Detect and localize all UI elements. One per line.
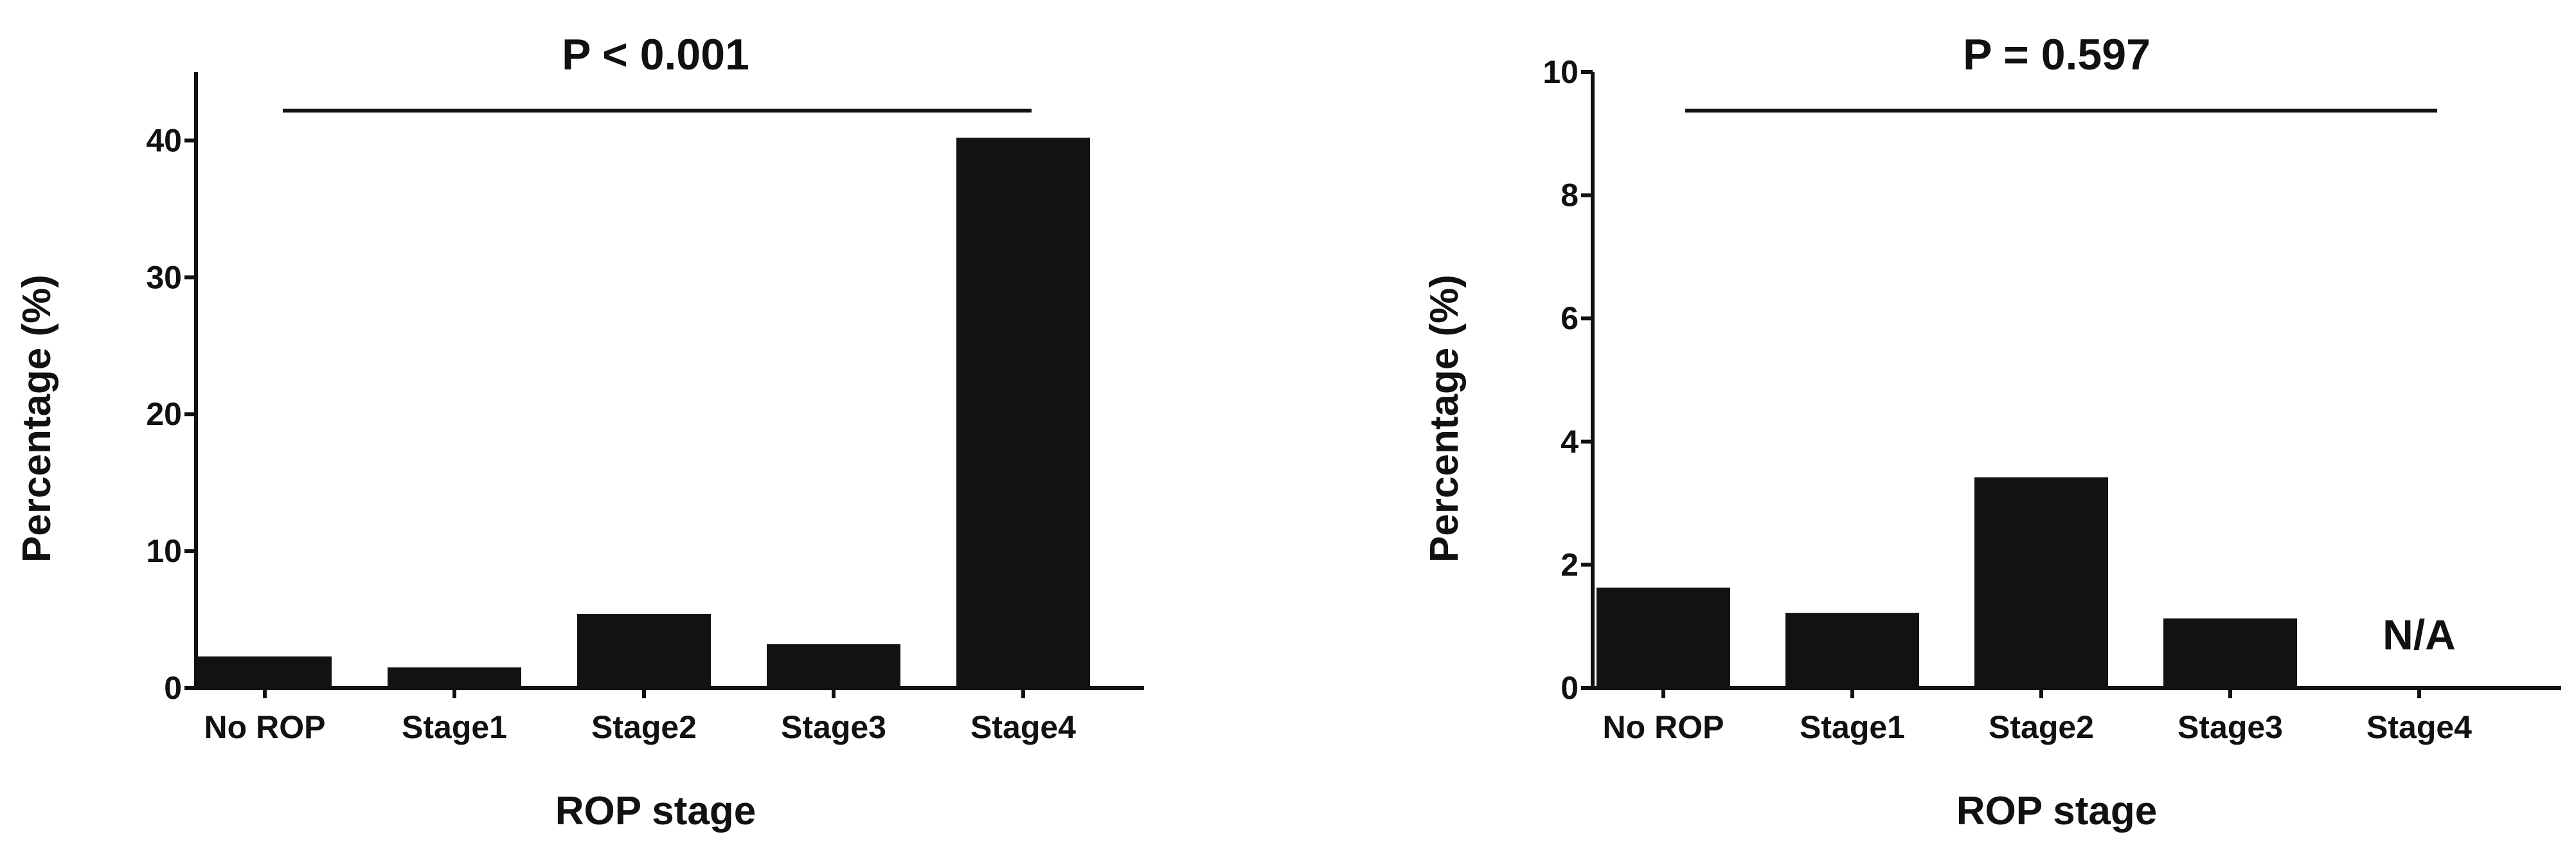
x-tick-label: Stage1 [1800, 709, 1905, 745]
y-tick-label: 30 [146, 259, 182, 295]
na-label: N/A [2383, 611, 2456, 658]
y-tick-label: 10 [1543, 54, 1579, 90]
chart-left-panel: 0 10 20 30 40 No ROP Stage1 Stage2 Stage3 Stage4 P… [15, 30, 1144, 833]
y-tick-label: 0 [164, 670, 182, 706]
y-axis-title: Percentage (%) [1422, 275, 1467, 563]
p-value-annotation: P = 0.597 [1963, 30, 2151, 79]
x-tick-label: No ROP [204, 709, 326, 745]
bar [2163, 618, 2297, 688]
x-tick-label: Stage2 [1989, 709, 2094, 745]
y-tick-label: 40 [146, 122, 182, 158]
y-tick-label: 6 [1561, 300, 1579, 336]
y-tick-label: 20 [146, 396, 182, 432]
x-tick-label: Stage4 [2366, 709, 2472, 745]
x-axis-title: ROP stage [555, 789, 756, 833]
x-tick-label: Stage1 [402, 709, 507, 745]
bar [956, 138, 1090, 689]
bar [1597, 587, 1730, 688]
bar [1974, 477, 2108, 688]
x-axis-title: ROP stage [1956, 789, 2157, 833]
bar [577, 614, 711, 688]
bar [1785, 613, 1919, 688]
y-tick-label: 2 [1561, 547, 1579, 583]
y-tick-label: 0 [1561, 670, 1579, 706]
bar [198, 656, 332, 688]
y-tick-label: 4 [1561, 424, 1579, 460]
x-tick-label: Stage2 [591, 709, 697, 745]
bar [388, 667, 521, 688]
x-tick-label: No ROP [1603, 709, 1724, 745]
y-axis-title: Percentage (%) [15, 275, 59, 563]
y-tick-label: 10 [146, 533, 182, 569]
x-tick-label: Stage4 [970, 709, 1076, 745]
y-tick-label: 8 [1561, 177, 1579, 213]
bar [767, 644, 900, 688]
x-tick-label: Stage3 [781, 709, 886, 745]
x-tick-label: Stage3 [2178, 709, 2283, 745]
chart-right-panel: 0 2 4 6 8 10 No ROP Stage1 Stage2 Stage3 N/A Stage4… [1422, 30, 2561, 833]
p-value-annotation: P < 0.001 [562, 30, 749, 79]
